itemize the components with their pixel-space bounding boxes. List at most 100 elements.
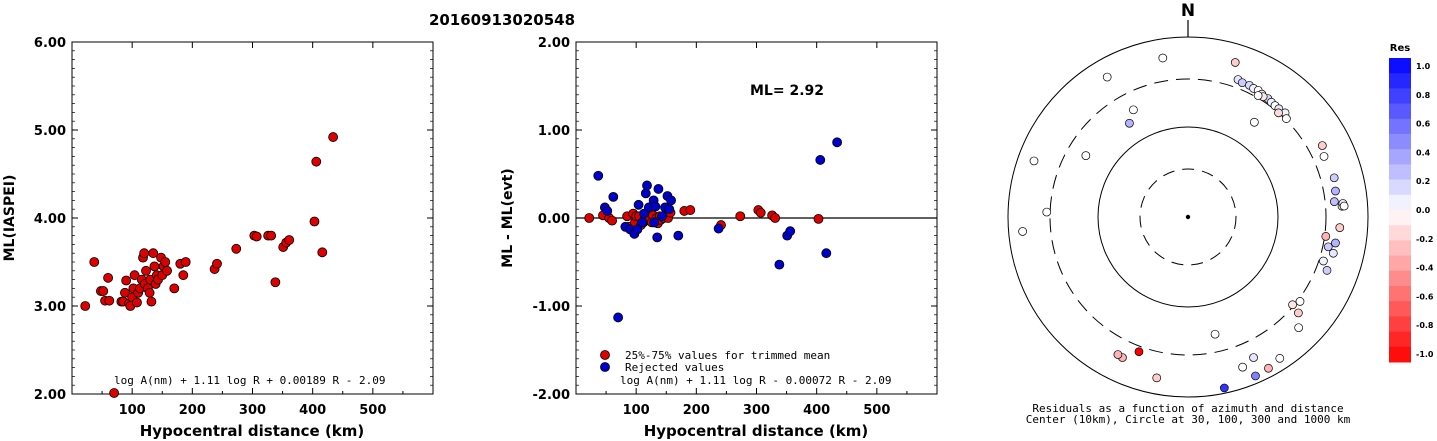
polar-caption-line2: Center (10km), Circle at 30, 100, 300 an…: [1026, 413, 1351, 426]
chart0-point: [132, 297, 142, 308]
legend-label-rejected: Rejected values: [625, 361, 724, 374]
ring-300km: [1049, 78, 1327, 356]
chart0-point: [98, 286, 109, 296]
colorbar-segment: [1389, 210, 1411, 226]
plot1-y-axis-label: ML(IASPEI): [2, 175, 18, 262]
polar-point: [1081, 151, 1091, 160]
chart1-point: [607, 215, 617, 226]
chart1-point: [593, 170, 604, 181]
polar-point: [1018, 227, 1027, 236]
chart0-x-tick-label: 500: [359, 403, 386, 418]
chart0-point: [144, 287, 155, 298]
colorbar-segment: [1389, 255, 1411, 272]
polar-point: [1317, 141, 1327, 150]
polar-point: [1329, 197, 1339, 206]
colorbar-tick-label: 0.8: [1416, 91, 1431, 100]
chart0-point: [180, 257, 191, 267]
colorbar-segment: [1389, 301, 1411, 317]
chart0-point: [266, 230, 277, 241]
ring-100km: [1097, 126, 1279, 308]
colorbar-segment: [1389, 225, 1411, 241]
colorbar-segment: [1389, 149, 1411, 165]
chart1-point: [785, 226, 796, 237]
colorbar-segment: [1389, 118, 1411, 135]
colorbar-segment: [1389, 286, 1411, 302]
colorbar-segment: [1389, 88, 1411, 105]
figure-title: 20160913020548: [429, 11, 575, 29]
chart0-y-tick-label: 2.00: [34, 388, 66, 403]
chart1-point: [685, 205, 696, 215]
colorbar-tick-label: -1.0: [1416, 350, 1434, 359]
chart0-point: [169, 283, 180, 294]
chart1-point: [642, 180, 652, 191]
chart0-point: [129, 270, 140, 281]
chart0-point: [146, 296, 157, 307]
chart1-point: [713, 223, 724, 234]
polar-point: [1253, 91, 1263, 100]
plot1-points: [80, 132, 339, 398]
polar-point: [1319, 256, 1328, 266]
chart0-point: [270, 277, 281, 288]
colorbar-tick-label: -0.6: [1416, 292, 1434, 301]
colorbar-segment: [1389, 179, 1411, 196]
chart1-x-tick-label: 400: [803, 403, 830, 418]
chart1-y-tick-label: 1.00: [538, 124, 570, 139]
colorbar-segment: [1389, 346, 1411, 363]
colorbar-segment: [1389, 331, 1411, 348]
chart1-point: [770, 213, 781, 223]
colorbar: 1.0 0.8 0.6 0.4 0.2 0.0 -0.2 -0.4 -0.6 -0.8 -1.0: [1389, 58, 1434, 363]
polar-point: [1288, 300, 1297, 310]
legend-marker-rejected: [600, 362, 610, 372]
polar-point: [1328, 248, 1338, 258]
chart1-point: [608, 191, 619, 202]
chart1-point: [613, 312, 624, 323]
polar-point: [1282, 114, 1291, 123]
chart0-point: [89, 257, 100, 267]
polar-caption-line1: Residuals as a function of azimuth and d…: [1032, 402, 1343, 415]
polar-point: [1322, 266, 1332, 275]
polar-point: [1029, 156, 1039, 166]
plot2-y-axis-label: ML - ML(evt): [500, 168, 516, 267]
chart1-y-tick-label: -1.00: [533, 300, 570, 315]
chart1-point: [650, 201, 661, 212]
colorbar-tick-label: 0.4: [1416, 148, 1431, 157]
plot1-formula: log A(nm) + 1.11 log R + 0.00189 R - 2.0…: [114, 374, 386, 387]
chart0-point: [120, 287, 130, 298]
colorbar-tick-label: 0.0: [1416, 206, 1431, 215]
chart1-point: [584, 213, 595, 223]
chart0-point: [160, 257, 171, 267]
plot1-frame: [71, 41, 434, 395]
chart1-point: [657, 211, 667, 222]
polar-points: [1018, 53, 1349, 393]
chart1-x-tick-label: 100: [623, 403, 650, 418]
plot1-ticks: 100 200 300 400 500 2.00 3.00 4.00 5.00 6.00: [34, 36, 433, 418]
plot2-formula: log A(nm) + 1.11 log R - 0.00072 R - 2.0…: [620, 374, 892, 387]
legend-marker-trimmed-mean: [600, 350, 610, 360]
plot2-ticks: 100 200 300 400 500 -2.00 -1.00 0.00 1.00 2.00: [533, 36, 937, 418]
colorbar-tick-label: -0.8: [1416, 321, 1434, 330]
chart1-y-tick-label: 0.00: [538, 212, 570, 227]
chart1-point: [673, 230, 684, 241]
polar-point: [1323, 242, 1333, 252]
chart0-x-tick-label: 100: [119, 403, 146, 418]
chart0-point: [104, 295, 115, 306]
colorbar-segment: [1389, 270, 1411, 287]
colorbar-tick-label: -0.2: [1416, 235, 1434, 244]
polar-point: [1113, 350, 1123, 359]
chart0-y-tick-label: 3.00: [34, 300, 66, 315]
chart1-point: [821, 248, 832, 259]
chart1-point: [815, 155, 826, 165]
colorbar-tick-label: 0.6: [1416, 120, 1431, 129]
residual-vs-distance-plot: 100 200 300 400 500 -2.00 -1.00 0.00 1.00 2.00 ML…: [500, 36, 938, 440]
ring-30km: [1139, 168, 1237, 266]
chart1-point: [653, 184, 664, 194]
polar-point: [1129, 105, 1138, 115]
polar-point: [1335, 223, 1345, 232]
chart1-point: [666, 195, 676, 206]
chart0-point: [284, 235, 295, 245]
colorbar-segment: [1389, 240, 1411, 257]
chart0-point: [178, 270, 189, 281]
chart0-point: [141, 265, 151, 276]
plot1-x-axis-label: Hypocentral distance (km): [140, 422, 365, 440]
